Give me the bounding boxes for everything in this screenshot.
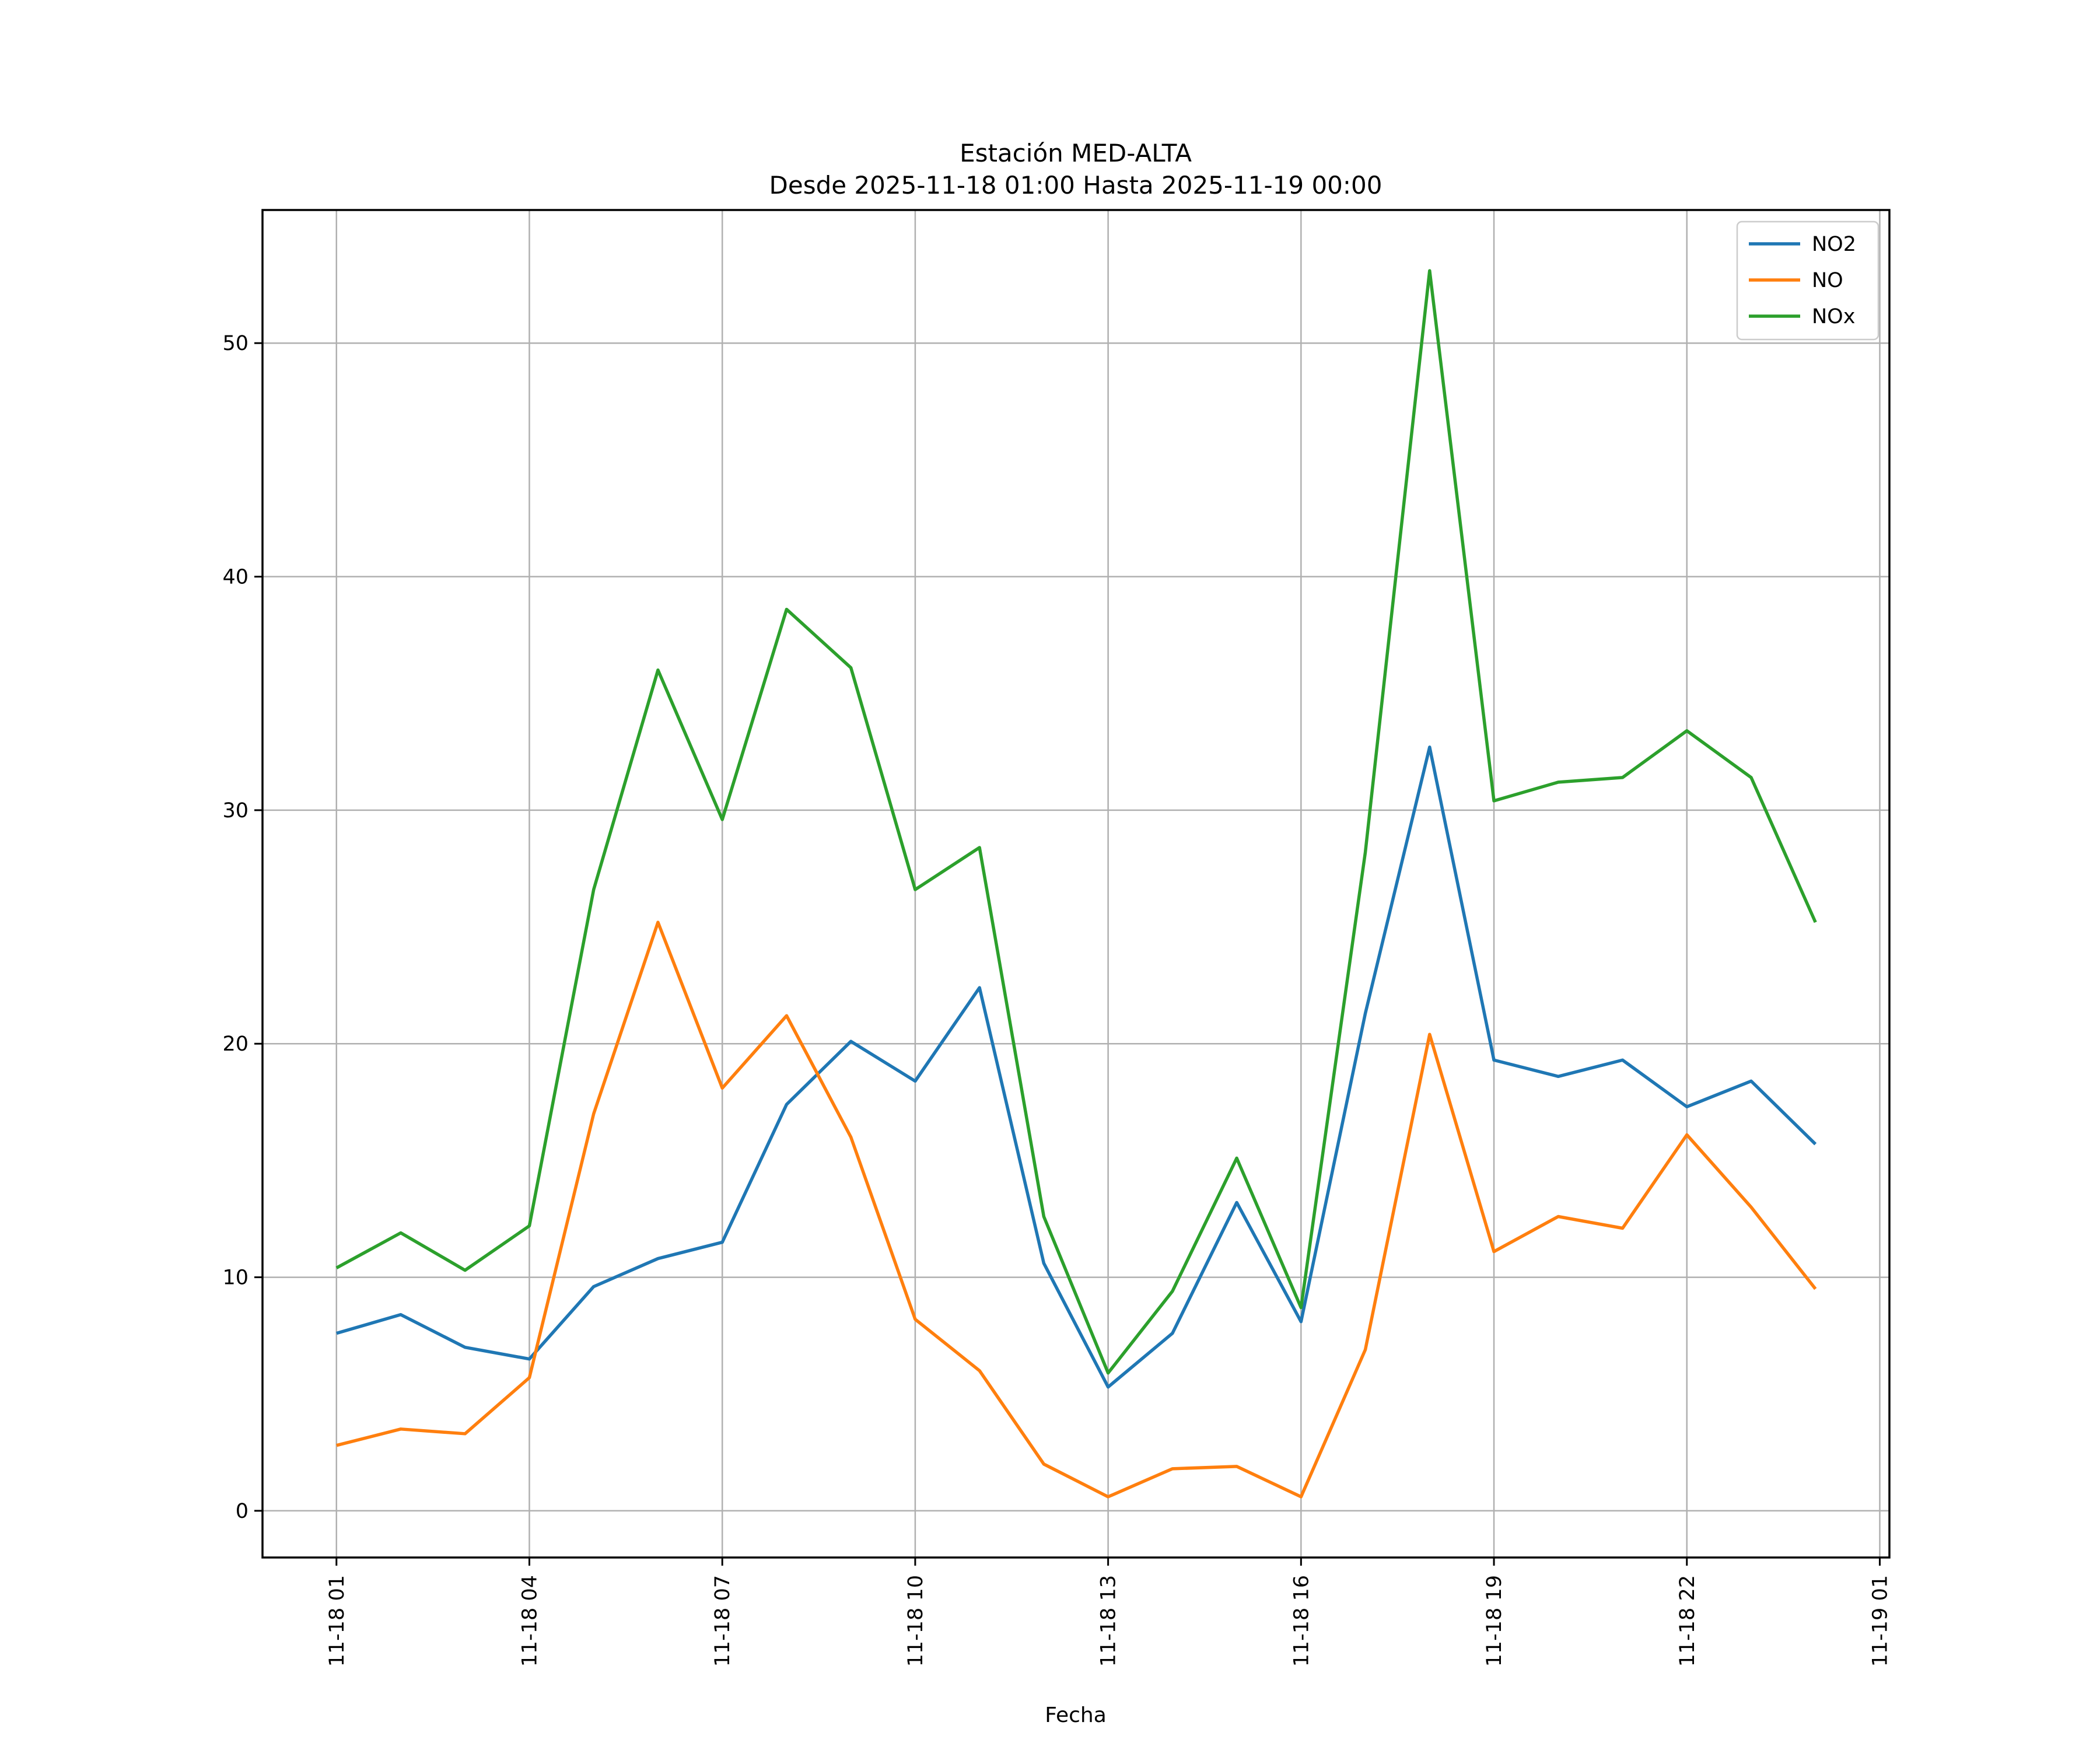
x-tick-label: 11-18 16	[1290, 1575, 1313, 1667]
x-tick-label: 11-18 19	[1483, 1575, 1506, 1667]
axis-ticks: 11-18 01 11-18 04 11-18 07 11-18 10 11-18 13…	[222, 332, 1892, 1667]
legend-box	[1736, 220, 1880, 341]
plot-border	[261, 209, 1891, 1559]
series-lines	[335, 269, 1817, 1499]
y-tick-label: 30	[222, 799, 249, 822]
x-tick-label: 11-18 01	[326, 1575, 349, 1667]
x-tick-label: 11-18 13	[1097, 1575, 1121, 1667]
y-tick-label: 20	[222, 1032, 249, 1056]
x-tick-label: 11-18 04	[518, 1575, 541, 1667]
legend-label-no2: NO2	[1812, 233, 1856, 256]
grid	[262, 210, 1889, 1558]
chart-title: Estación MED-ALTA	[960, 139, 1192, 167]
x-tick-label: 11-19 01	[1868, 1575, 1892, 1667]
series-line-no	[336, 921, 1817, 1499]
chart-subtitle: Desde 2025-11-18 01:00 Hasta 2025-11-19 …	[769, 171, 1382, 200]
x-axis-label: Fecha	[1045, 1703, 1107, 1727]
series-line-nox	[335, 269, 1817, 1375]
y-tick-label: 0	[236, 1500, 249, 1523]
y-tick-label: 10	[222, 1266, 249, 1290]
x-tick-label: 11-18 22	[1676, 1575, 1699, 1667]
series-line-no2	[336, 746, 1817, 1389]
x-tick-label: 11-18 10	[904, 1575, 928, 1667]
legend-label-nox: NOx	[1812, 305, 1855, 328]
legend-label-no: NO	[1812, 269, 1843, 292]
y-tick-label: 40	[222, 566, 249, 589]
x-tick-label: 11-18 07	[711, 1575, 734, 1667]
legend: NO2 NO NOx	[1736, 220, 1880, 341]
y-tick-label: 50	[222, 332, 249, 355]
